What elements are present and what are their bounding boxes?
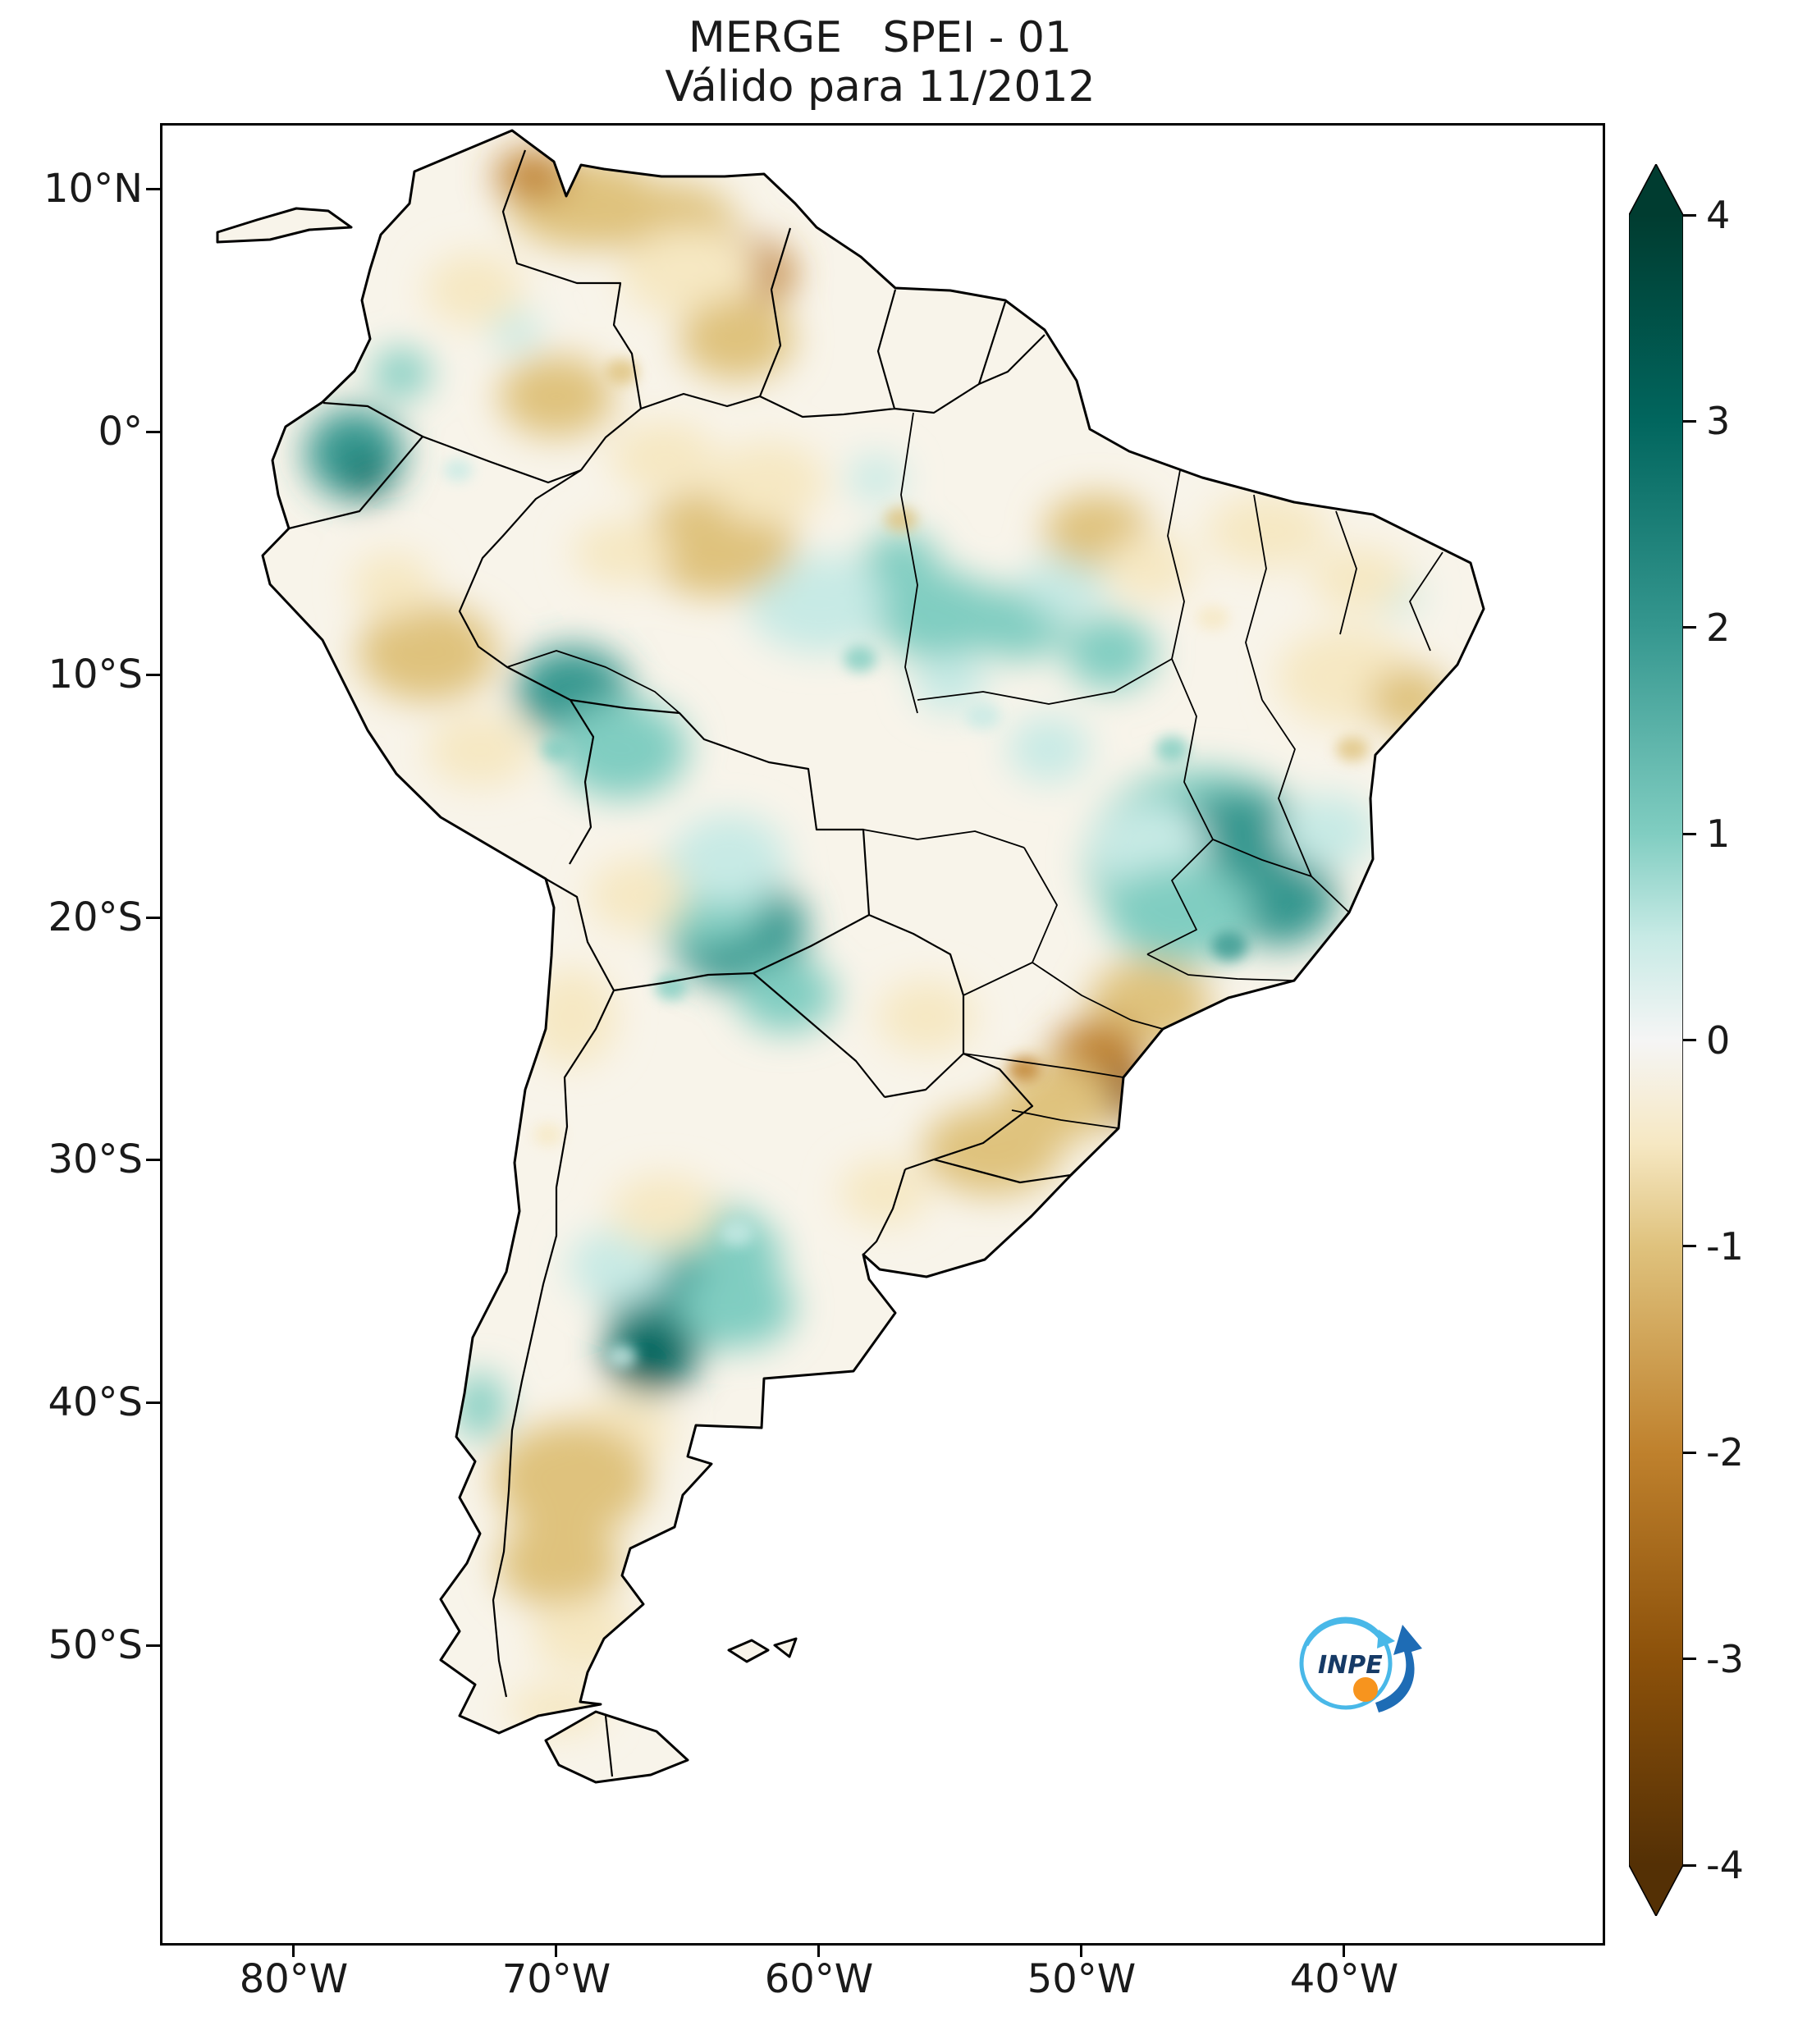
y-axis-tick xyxy=(146,1159,160,1161)
x-axis-label-50w: 50°W xyxy=(1027,1956,1137,2002)
y-axis-tick xyxy=(146,431,160,433)
chart-subtitle: Válido para 11/2012 xyxy=(665,62,1096,112)
country-borders xyxy=(288,149,1072,1777)
coastline-outline xyxy=(216,129,1485,1784)
y-axis-tick xyxy=(146,188,160,190)
x-axis-tick xyxy=(817,1943,820,1957)
y-axis-tick xyxy=(146,917,160,919)
logo-blue-arrow xyxy=(1375,1625,1422,1712)
inpe-logo-graphic: INPE xyxy=(1299,1616,1422,1712)
x-axis-label-40w: 40°W xyxy=(1289,1956,1399,2002)
y-axis-label-50s: 50°S xyxy=(48,1622,143,1668)
x-axis-tick xyxy=(555,1943,557,1957)
colorbar-tick-labels: 4 3 2 1 0 -1 -2 -3 -4 xyxy=(1706,193,1744,1887)
y-axis-label-40s: 40°S xyxy=(48,1379,143,1425)
x-axis-label-80w: 80°W xyxy=(239,1956,349,2002)
chart-title: MERGE SPEI - 01 xyxy=(688,13,1073,62)
y-axis-label-30s: 30°S xyxy=(48,1136,143,1182)
y-axis-tick xyxy=(146,1644,160,1647)
x-axis-tick xyxy=(1343,1943,1345,1957)
x-axis-tick xyxy=(292,1943,295,1957)
y-axis-tick xyxy=(146,674,160,676)
x-axis-label-70w: 70°W xyxy=(501,1956,611,2002)
x-axis-tick xyxy=(1080,1943,1082,1957)
south-america-map xyxy=(216,129,1485,1784)
inpe-logo-text: INPE xyxy=(1318,1651,1383,1680)
colorbar xyxy=(1629,164,1683,1916)
inpe-logo: INPE xyxy=(1287,1603,1428,1724)
y-axis-label-10n: 10°N xyxy=(43,166,143,212)
logo-orange-dot xyxy=(1353,1677,1378,1702)
logo-swirl xyxy=(1304,1619,1384,1647)
y-axis-label-10s: 10°S xyxy=(48,652,143,697)
y-axis-tick xyxy=(146,1402,160,1404)
y-axis-label-0: 0° xyxy=(98,409,143,455)
state-borders xyxy=(506,412,1443,1129)
y-axis-label-20s: 20°S xyxy=(48,894,143,940)
x-axis-label-60w: 60°W xyxy=(764,1956,874,2002)
map-plot-area: INPE xyxy=(160,123,1605,1946)
logo-swirl-arrowhead xyxy=(1377,1630,1395,1648)
colorbar-gradient-bar xyxy=(1629,164,1683,1916)
